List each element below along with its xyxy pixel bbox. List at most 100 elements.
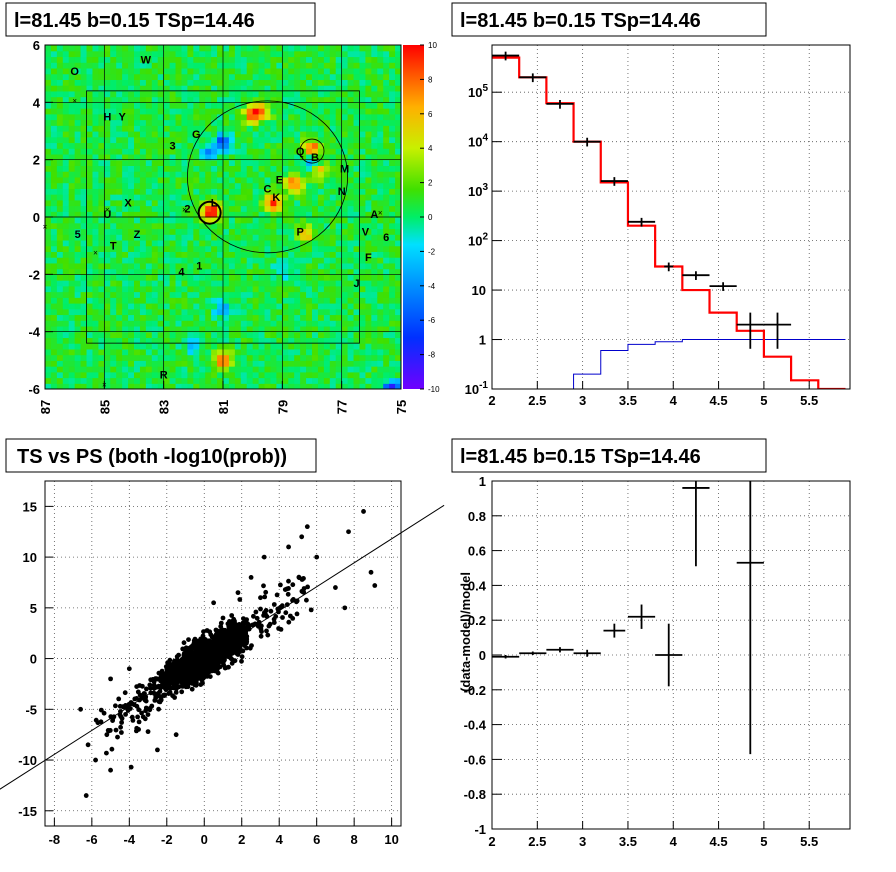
heatmap-cell: [270, 291, 277, 298]
heatmap-cell: [228, 343, 236, 350]
heatmap-cell: [104, 337, 111, 344]
heatmap-cell: [341, 217, 349, 224]
heatmap-cell: [104, 360, 111, 367]
heatmap-cell: [389, 320, 396, 327]
heatmap-cell: [45, 366, 52, 373]
heatmap-cell: [187, 217, 194, 224]
heatmap-cell: [234, 188, 242, 195]
heatmap-cell: [68, 325, 76, 333]
heatmap-cell: [122, 79, 129, 86]
heatmap-cell: [134, 274, 141, 281]
heatmap-cell: [383, 148, 390, 155]
heatmap-cell: [234, 383, 242, 389]
heatmap-cell: [234, 245, 242, 252]
heatmap-cell: [110, 199, 117, 207]
heatmap-cell: [68, 90, 76, 98]
heatmap-cell: [270, 102, 277, 109]
heatmap-cell: [193, 291, 200, 298]
heatmap-cell: [86, 280, 94, 287]
heatmap-cell: [395, 280, 401, 287]
heatmap-cell: [323, 331, 331, 338]
heatmap-cell: [128, 194, 135, 201]
heatmap-cell: [157, 142, 165, 149]
heatmap-cell: [329, 331, 337, 338]
heatmap-cell: [395, 119, 401, 126]
heatmap-cell: [240, 50, 248, 58]
heatmap-cell: [353, 245, 361, 252]
heatmap-cell: [151, 165, 159, 172]
heatmap-cell: [217, 274, 224, 281]
heatmap-cell: [169, 343, 177, 350]
heatmap-cell: [110, 182, 117, 189]
heatmap-cell: [300, 234, 307, 241]
heatmap-cell: [68, 371, 76, 379]
heatmap-cell: [377, 257, 384, 264]
heatmap-cell: [134, 297, 141, 304]
heatmap-cell: [128, 131, 135, 138]
heatmap-cell: [365, 228, 372, 235]
heatmap-cell: [276, 337, 283, 344]
heatmap-cell: [139, 119, 147, 126]
heatmap-cell: [371, 176, 378, 184]
heatmap-cell: [329, 308, 337, 316]
heatmap-cell: [282, 245, 289, 252]
heatmap-cell: [270, 314, 277, 321]
heatmap-cell: [377, 199, 384, 207]
heatmap-cell: [122, 119, 129, 126]
heatmap-cell: [80, 308, 88, 316]
heatmap-cell: [312, 131, 319, 138]
heatmap-cell: [175, 188, 183, 195]
heatmap-cell: [86, 377, 94, 384]
heatmap-cell: [163, 291, 171, 298]
heatmap-cell: [199, 377, 206, 384]
heatmap-cell: [258, 56, 266, 63]
heatmap-cell: [205, 56, 212, 63]
heatmap-cell: [211, 377, 218, 384]
heatmap-cell: [163, 182, 171, 189]
heatmap-cell: [377, 205, 384, 212]
heatmap-cell: [145, 142, 153, 149]
heatmap-cell: [211, 96, 218, 103]
heatmap-cell: [110, 285, 117, 293]
heatmap-cell: [240, 297, 248, 304]
heatmap-cell: [359, 188, 366, 195]
heatmap-cell: [217, 142, 224, 149]
heatmap-cell: [329, 171, 337, 178]
heatmap-cell: [329, 274, 337, 281]
heatmap-cell: [335, 314, 343, 321]
heatmap-cell: [50, 159, 58, 166]
heatmap-cell: [365, 56, 372, 63]
heatmap-cell: [181, 274, 188, 281]
heatmap-cell: [56, 268, 64, 275]
heatmap-cell: [199, 268, 206, 275]
heatmap-cell: [187, 142, 194, 149]
heatmap-cell: [389, 119, 396, 126]
heatmap-cell: [50, 45, 58, 52]
heatmap-cell: [312, 297, 319, 304]
heatmap-cell: [80, 113, 88, 121]
heatmap-cell: [211, 159, 218, 166]
heatmap-cell: [169, 234, 177, 241]
heatmap-cell: [258, 211, 266, 218]
heatmap-cell: [312, 56, 319, 63]
heatmap-cell: [80, 96, 88, 103]
heatmap-cell: [306, 148, 313, 155]
heatmap-cell: [365, 257, 372, 264]
heatmap-cell: [306, 308, 313, 316]
heatmap-cell: [371, 90, 378, 98]
heatmap-cell: [395, 79, 401, 86]
heatmap-cell: [181, 188, 188, 195]
heatmap-cell: [371, 291, 378, 298]
heatmap-cell: [169, 176, 177, 184]
heatmap-cell: [359, 268, 366, 275]
heatmap-cell: [56, 211, 64, 218]
heatmap-cell: [122, 320, 129, 327]
heatmap-cell: [151, 56, 159, 63]
heatmap-cell: [193, 280, 200, 287]
heatmap-cell: [335, 85, 343, 92]
heatmap-cell: [395, 217, 401, 224]
heatmap-cell: [110, 308, 117, 316]
heatmap-cell: [50, 211, 58, 218]
heatmap-cell: [258, 142, 266, 149]
heatmap-cell: [62, 159, 70, 166]
